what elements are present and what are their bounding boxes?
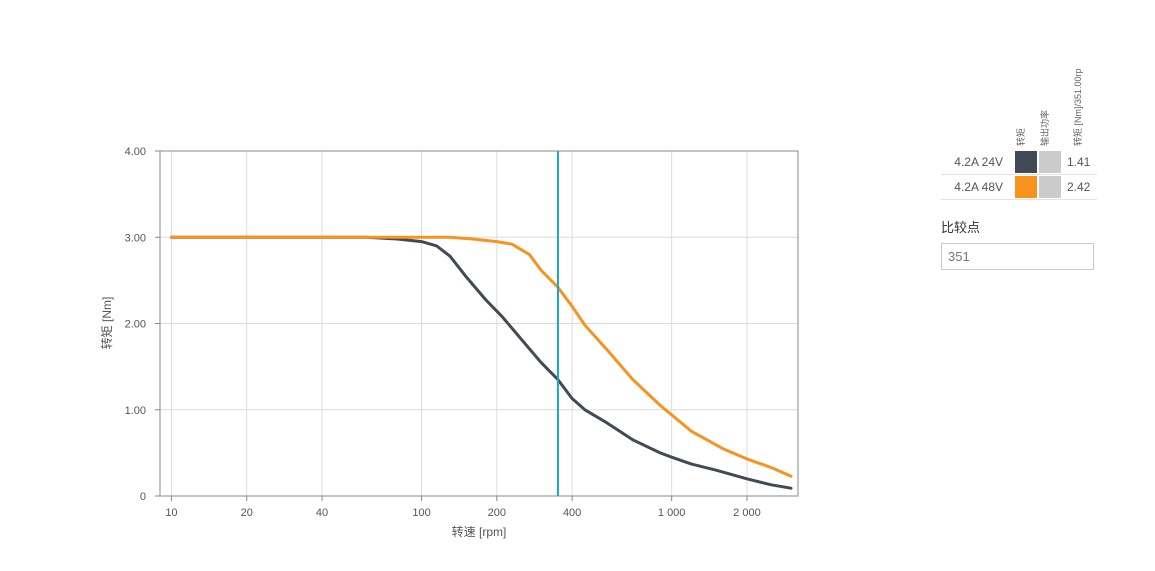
x-axis-title: 转速 [rpm]: [452, 524, 507, 539]
legend-row-48v: 4.2A 48V 2.42: [941, 175, 1097, 200]
col-header-torque: 转矩: [1016, 127, 1026, 146]
compare-point-input[interactable]: [941, 243, 1094, 270]
y-tick-label: 4.00: [125, 146, 146, 158]
x-tick-label: 20: [241, 507, 253, 519]
x-tick-label: 2 000: [733, 507, 761, 519]
grid-lines: [160, 151, 798, 496]
series-line: [169, 235, 793, 478]
series-line: [169, 235, 793, 490]
legend-header: 转矩 输出功率 转矩 [Nm]/351.00rp: [941, 58, 1097, 150]
series-layer: [169, 235, 793, 490]
y-tick-label: 3.00: [125, 232, 146, 244]
legend-row-value: 1.41: [1067, 155, 1091, 169]
y-tick-label: 2.00: [125, 319, 146, 331]
y-axis-title: 转矩 [Nm]: [99, 297, 114, 350]
legend-panel: 转矩 输出功率 转矩 [Nm]/351.00rp 4.2A 24V 1.41 4…: [941, 58, 1097, 200]
x-tick-label: 10: [165, 507, 177, 519]
col-header-power: 输出功率: [1040, 109, 1050, 146]
x-tick-label: 1 000: [658, 507, 686, 519]
legend-row-label: 4.2A 24V: [954, 155, 1003, 169]
x-tick-label: 100: [412, 507, 430, 519]
legend-row-24v: 4.2A 24V 1.41: [941, 150, 1097, 175]
x-tick-label: 40: [316, 507, 328, 519]
legend-row-value: 2.42: [1067, 180, 1091, 194]
y-axis: 0 1.00 2.00 3.00 4.00: [125, 146, 160, 503]
power-series-toggle[interactable]: [1039, 176, 1061, 198]
x-tick-label: 400: [563, 507, 581, 519]
x-tick-label: 200: [488, 507, 506, 519]
legend-row-label: 4.2A 48V: [954, 180, 1003, 194]
x-axis: 10 20 40 100 200 400 1 000 2 000: [165, 496, 761, 519]
y-tick-label: 0: [140, 491, 146, 503]
compare-point-label: 比较点: [941, 220, 981, 235]
torque-series-toggle[interactable]: [1015, 151, 1037, 173]
y-tick-label: 1.00: [125, 405, 146, 417]
col-header-torque-at-point: 转矩 [Nm]/351.00rp: [1073, 68, 1083, 146]
power-series-toggle[interactable]: [1039, 151, 1061, 173]
torque-series-toggle[interactable]: [1015, 176, 1037, 198]
